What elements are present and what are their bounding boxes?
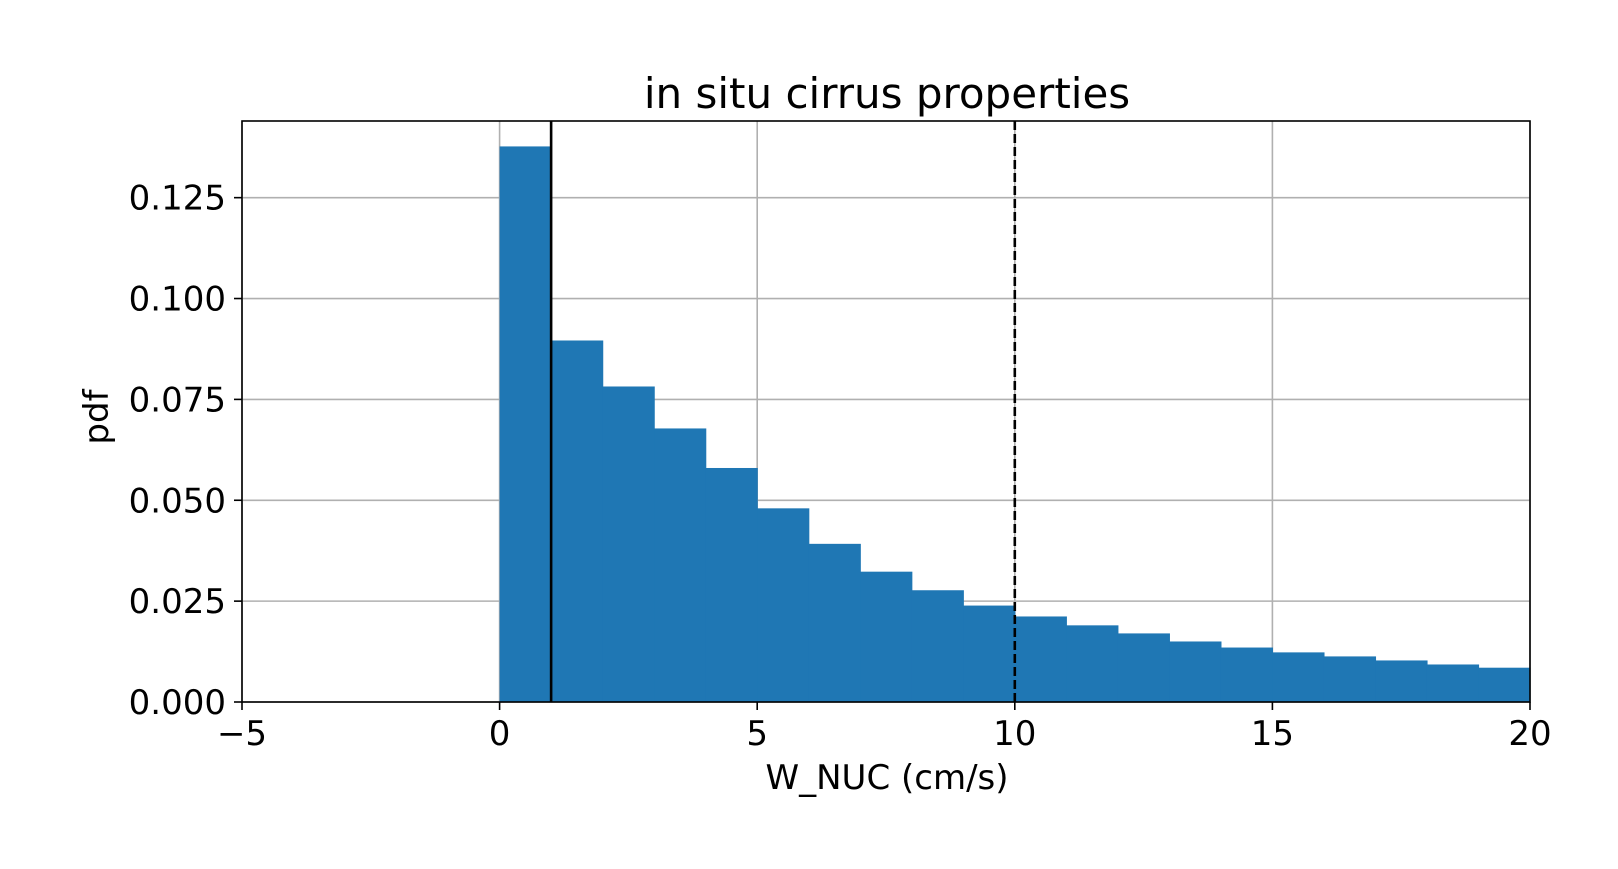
x-tick-label: 0 xyxy=(489,714,511,754)
x-tick-label: 5 xyxy=(746,714,768,754)
histogram-bar xyxy=(757,508,810,702)
histogram-bar xyxy=(1169,641,1222,702)
y-tick-label: 0.025 xyxy=(129,582,226,622)
histogram-bar xyxy=(1426,664,1480,702)
histogram-bar xyxy=(1323,656,1377,702)
y-axis-label: pdf xyxy=(77,388,117,444)
histogram-bar xyxy=(860,571,913,702)
plot-frame xyxy=(241,120,1531,703)
histogram-bar xyxy=(963,605,1016,702)
histogram-bar xyxy=(602,386,655,702)
x-axis-label: W_NUC (cm/s) xyxy=(766,758,1009,798)
y-tick-label: 0.075 xyxy=(129,380,226,420)
y-tick-label: 0.100 xyxy=(129,280,226,320)
histogram-bar xyxy=(654,428,707,702)
histogram-bar xyxy=(499,146,552,702)
histogram-bar xyxy=(1117,633,1170,702)
chart-title: in situ cirrus properties xyxy=(644,69,1130,118)
histogram-bar xyxy=(1220,647,1273,702)
y-tick-label: 0.000 xyxy=(129,683,226,723)
histogram-bar xyxy=(808,543,861,702)
histogram-bar xyxy=(911,590,964,702)
histogram-bars xyxy=(499,146,1531,702)
axis-ticks: −5 0 5 10 15 20 0.000 0.025 0.050 0.075 0.100 0.125 xyxy=(129,179,1552,754)
histogram-bar xyxy=(1272,652,1325,702)
histogram-bar xyxy=(1066,625,1119,702)
histogram-bar xyxy=(551,340,604,702)
histogram-bar xyxy=(1375,660,1428,702)
histogram-bar xyxy=(1014,616,1067,702)
y-tick-label: 0.125 xyxy=(129,179,226,219)
x-tick-label: 15 xyxy=(1251,714,1294,754)
x-tick-label: 20 xyxy=(1508,714,1551,754)
histogram-bar xyxy=(1478,667,1531,702)
x-tick-label: 10 xyxy=(993,714,1036,754)
y-tick-label: 0.050 xyxy=(129,481,226,521)
x-tick-label: −5 xyxy=(217,714,267,754)
reference-lines xyxy=(549,121,1017,702)
histogram-bar xyxy=(705,467,758,702)
